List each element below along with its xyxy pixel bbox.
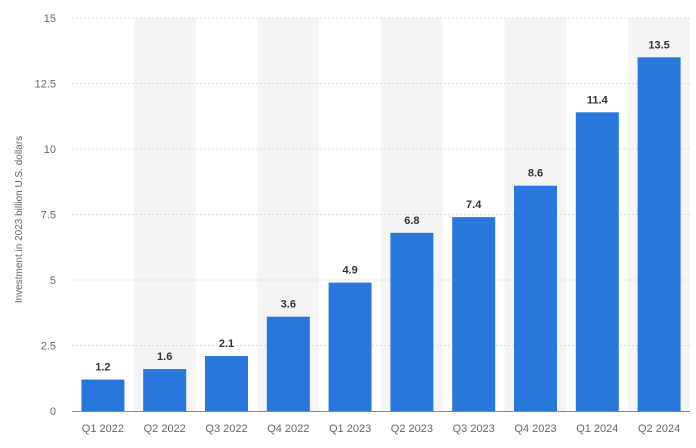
bar bbox=[143, 369, 187, 411]
x-tick-label: Q3 2023 bbox=[453, 423, 495, 435]
x-tick-label: Q4 2023 bbox=[514, 423, 556, 435]
bar bbox=[514, 185, 557, 411]
bar bbox=[390, 232, 434, 411]
y-tick-label: 5 bbox=[50, 275, 56, 287]
bar-value-label: 3.6 bbox=[281, 299, 296, 311]
bar-value-label: 6.8 bbox=[404, 215, 419, 227]
x-tick-label: Q2 2023 bbox=[391, 423, 433, 435]
bar-value-label: 7.4 bbox=[466, 199, 482, 211]
y-tick-label: 7.5 bbox=[41, 210, 56, 222]
y-tick-label: 12.5 bbox=[35, 79, 56, 91]
x-tick-label: Q2 2022 bbox=[144, 423, 186, 435]
bar bbox=[452, 217, 496, 411]
bar-value-label: 13.5 bbox=[648, 39, 669, 51]
bar bbox=[205, 355, 248, 411]
bar-value-label: 8.6 bbox=[528, 168, 543, 180]
bar bbox=[81, 379, 125, 411]
y-tick-label: 15 bbox=[44, 13, 56, 25]
bar bbox=[328, 282, 372, 411]
y-tick-label: 10 bbox=[44, 144, 56, 156]
y-tick-label: 2.5 bbox=[41, 341, 56, 353]
y-axis-title: Investment in 2023 billion U.S. dollars bbox=[14, 136, 25, 303]
x-tick-label: Q3 2022 bbox=[205, 423, 247, 435]
bar-value-label: 1.6 bbox=[157, 351, 172, 363]
bar-value-label: 1.2 bbox=[95, 362, 110, 374]
y-tick-label: 0 bbox=[50, 406, 56, 418]
bar-value-label: 11.4 bbox=[587, 94, 609, 106]
y-axis-ticks: 0 2.5 5 7.5 10 12.5 15 bbox=[35, 13, 56, 418]
bar bbox=[575, 112, 619, 411]
value-labels: 1.2 1.6 2.1 3.6 4.9 6.8 7.4 8.6 11.4 13.5 bbox=[95, 39, 670, 373]
x-tick-label: Q1 2022 bbox=[82, 423, 124, 435]
x-tick-label: Q2 2024 bbox=[638, 423, 680, 435]
bar-value-label: 2.1 bbox=[219, 338, 234, 350]
bars bbox=[81, 57, 681, 412]
bar bbox=[637, 57, 681, 412]
x-axis-ticks: Q1 2022 Q2 2022 Q3 2022 Q4 2022 Q1 2023 Q2 20… bbox=[82, 423, 680, 435]
x-tick-label: Q4 2022 bbox=[267, 423, 309, 435]
bar bbox=[266, 316, 310, 411]
gridlines bbox=[72, 17, 690, 346]
bar-value-label: 4.9 bbox=[342, 265, 357, 277]
x-tick-label: Q1 2024 bbox=[576, 423, 618, 435]
x-tick-label: Q1 2023 bbox=[329, 423, 371, 435]
